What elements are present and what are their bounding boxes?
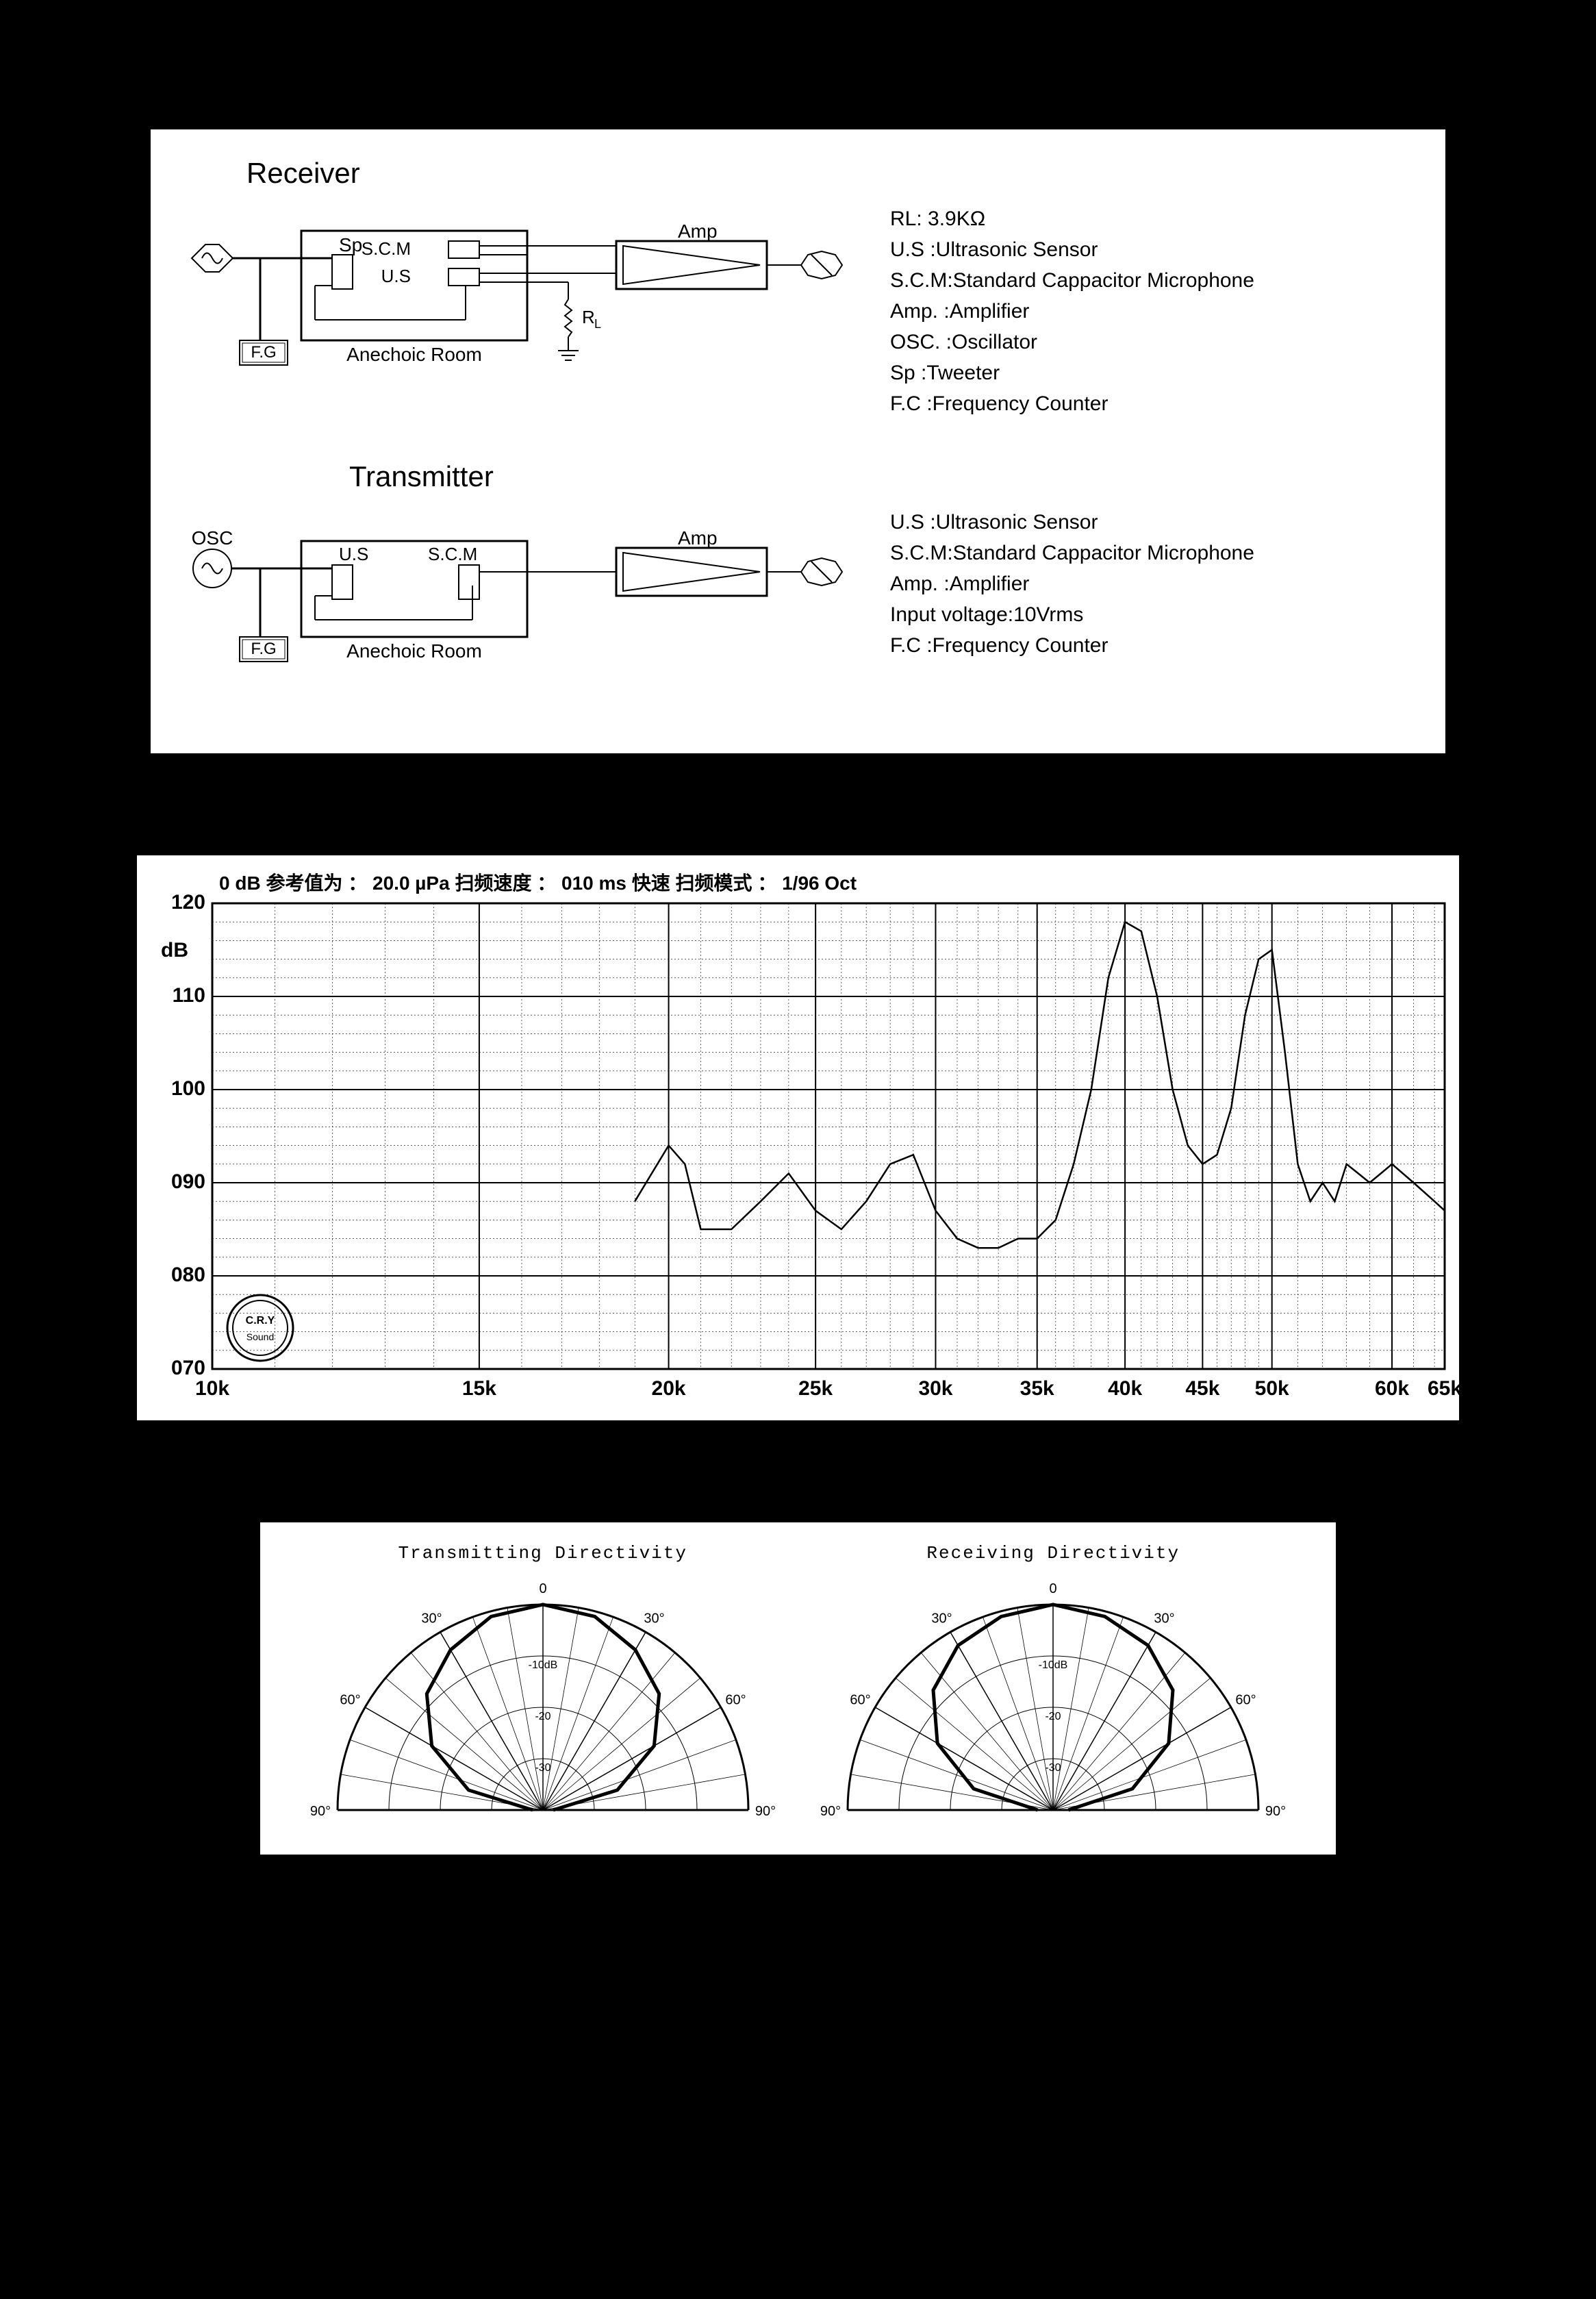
svg-text:090: 090 xyxy=(171,1170,205,1193)
legend-item: F.C :Frequency Counter xyxy=(890,630,1254,661)
fg-label-tx: F.G xyxy=(251,640,276,658)
receiver-circuit-svg: F.G Anechoic Room Sp S.C.M U.S xyxy=(178,203,863,395)
svg-text:65k: 65k xyxy=(1428,1377,1462,1400)
svg-text:110: 110 xyxy=(173,984,205,1007)
svg-text:45k: 45k xyxy=(1185,1377,1219,1400)
legend-item: U.S :Ultrasonic Sensor xyxy=(890,234,1254,265)
svg-text:C.R.Y: C.R.Y xyxy=(246,1315,275,1327)
svg-text:dB: dB xyxy=(161,939,188,962)
legend-item: S.C.M:Standard Cappacitor Microphone xyxy=(890,538,1254,568)
tx-polar-title: Transmitting Directivity xyxy=(310,1543,776,1563)
tx-polar: Transmitting Directivity 0 30° 30° 60° 60° 90… xyxy=(310,1543,776,1834)
scm-label-rx: S.C.M xyxy=(362,238,411,259)
svg-text:30°: 30° xyxy=(1154,1611,1175,1626)
circuit-diagram-panel: Receiver F.G Anechoic Room Sp S.C.M xyxy=(151,129,1445,753)
transmitter-row: OSC F.G Anechoic Room U.S S.C.M xyxy=(178,507,1418,685)
svg-text:60°: 60° xyxy=(725,1693,746,1708)
fg-label: F.G xyxy=(251,343,276,362)
svg-text:90°: 90° xyxy=(820,1804,841,1819)
svg-text:35k: 35k xyxy=(1020,1377,1054,1400)
rl-label: R xyxy=(582,307,595,327)
section-1-header: Sensitivity Test Circuit: xyxy=(41,62,1555,109)
rx-polar-title: Receiving Directivity xyxy=(820,1543,1286,1563)
svg-text:25k: 25k xyxy=(798,1377,833,1400)
svg-text:080: 080 xyxy=(171,1264,205,1286)
section-2-title: T40 Emission sound pressure frequency re… xyxy=(41,788,1555,835)
us-label-tx: U.S xyxy=(339,544,368,564)
section-2-header: T40 Emission sound pressure frequency re… xyxy=(41,788,1555,835)
transmitter-legend: U.S :Ultrasonic SensorS.C.M:Standard Cap… xyxy=(890,507,1254,661)
svg-text:Sound: Sound xyxy=(246,1331,274,1342)
amp-label-rx: Amp xyxy=(678,221,718,242)
svg-text:30°: 30° xyxy=(644,1611,664,1626)
receiver-label: Receiver xyxy=(246,157,1418,190)
svg-text:0 dB 参考值为 ： 20.0 µPa 扫频速度: 0 dB 参考值为 ： 20.0 µPa 扫频速度 ： 010 ms 快速 扫频… xyxy=(219,872,857,894)
legend-item: RL: 3.9KΩ xyxy=(890,203,1254,234)
amp-label-tx: Amp xyxy=(678,527,718,549)
legend-item: Amp. :Amplifier xyxy=(890,296,1254,327)
svg-text:30°: 30° xyxy=(421,1611,442,1626)
section-1-title: Sensitivity Test Circuit: xyxy=(41,62,1555,109)
scm-label-tx: S.C.M xyxy=(428,544,477,564)
freq-chart-svg: 0 dB 参考值为 ： 20.0 µPa 扫频速度 ： 010 ms 快速 扫频… xyxy=(151,869,1465,1403)
transmitter-circuit-svg: OSC F.G Anechoic Room U.S S.C.M xyxy=(178,507,863,685)
sp-label: Sp xyxy=(339,234,362,255)
svg-text:50k: 50k xyxy=(1255,1377,1289,1400)
receiver-row: F.G Anechoic Room Sp S.C.M U.S xyxy=(178,203,1418,419)
legend-item: U.S :Ultrasonic Sensor xyxy=(890,507,1254,538)
svg-text:90°: 90° xyxy=(755,1804,776,1819)
legend-item: S.C.M:Standard Cappacitor Microphone xyxy=(890,265,1254,296)
svg-text:40k: 40k xyxy=(1108,1377,1142,1400)
frequency-response-chart: 0 dB 参考值为 ： 20.0 µPa 扫频速度 ： 010 ms 快速 扫频… xyxy=(137,855,1459,1420)
svg-text:60°: 60° xyxy=(1236,1693,1256,1708)
legend-item: F.C :Frequency Counter xyxy=(890,388,1254,419)
svg-text:90°: 90° xyxy=(310,1804,331,1819)
receiver-legend: RL: 3.9KΩU.S :Ultrasonic SensorS.C.M:Sta… xyxy=(890,203,1254,419)
rl-sub: L xyxy=(594,317,601,331)
svg-text:-10dB: -10dB xyxy=(1039,1659,1068,1671)
svg-text:0: 0 xyxy=(539,1581,546,1596)
svg-text:20k: 20k xyxy=(652,1377,686,1400)
legend-item: Input voltage:10Vrms xyxy=(890,599,1254,630)
legend-item: Sp :Tweeter xyxy=(890,357,1254,388)
svg-text:30k: 30k xyxy=(918,1377,952,1400)
svg-text:-20: -20 xyxy=(535,1711,550,1722)
section-3-title: Directivity in overall sensitivity xyxy=(41,1455,1555,1502)
rx-polar: Receiving Directivity 0 30° 30° 60° 60° 90° 90… xyxy=(820,1543,1286,1834)
us-label-rx: U.S xyxy=(381,266,411,286)
svg-text:60°: 60° xyxy=(340,1693,360,1708)
svg-text:60°: 60° xyxy=(850,1693,871,1708)
svg-text:-30: -30 xyxy=(1046,1762,1061,1774)
svg-text:-30: -30 xyxy=(535,1762,550,1774)
svg-text:30°: 30° xyxy=(932,1611,952,1626)
rx-polar-svg: 0 30° 30° 60° 60° 90° 90° -10dB -20 -30 xyxy=(820,1570,1286,1831)
svg-text:60k: 60k xyxy=(1375,1377,1409,1400)
section-3-header: Directivity in overall sensitivity xyxy=(41,1455,1555,1502)
osc-label: OSC xyxy=(192,527,233,549)
svg-text:-20: -20 xyxy=(1046,1711,1061,1722)
anechoic-label-tx: Anechoic Room xyxy=(346,640,482,662)
svg-text:120: 120 xyxy=(171,891,205,914)
svg-text:0: 0 xyxy=(1050,1581,1057,1596)
transmitter-label: Transmitter xyxy=(349,460,1418,493)
svg-text:15k: 15k xyxy=(462,1377,496,1400)
anechoic-label-rx: Anechoic Room xyxy=(346,344,482,365)
tx-polar-svg: 0 30° 30° 60° 60° 90° 90° -10dB -20 -30 xyxy=(310,1570,776,1831)
svg-text:90°: 90° xyxy=(1265,1804,1286,1819)
svg-text:10k: 10k xyxy=(195,1377,229,1400)
directivity-panel: Transmitting Directivity 0 30° 30° 60° 60° 90… xyxy=(260,1522,1336,1855)
svg-text:070: 070 xyxy=(171,1357,205,1379)
legend-item: Amp. :Amplifier xyxy=(890,568,1254,599)
svg-text:-10dB: -10dB xyxy=(528,1659,557,1671)
svg-text:100: 100 xyxy=(171,1077,205,1100)
legend-item: OSC. :Oscillator xyxy=(890,327,1254,357)
